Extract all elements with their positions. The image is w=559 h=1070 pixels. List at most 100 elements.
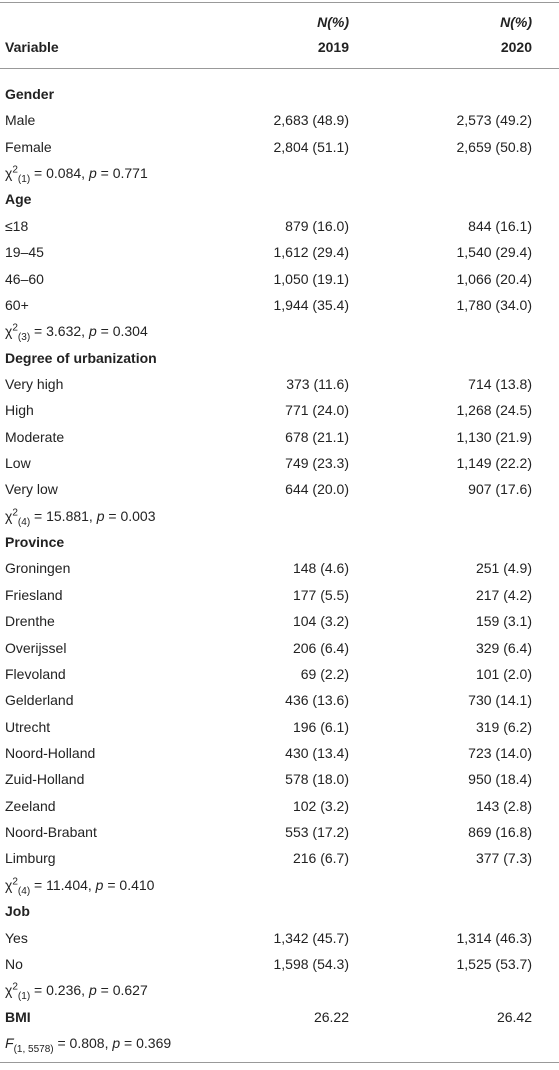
- stat-sub: (1): [17, 173, 31, 185]
- header-year: 2019: [317, 39, 349, 55]
- stat-symbol: χ: [5, 982, 13, 999]
- row-label: 60+: [5, 296, 29, 313]
- row-label: Friesland: [5, 586, 63, 603]
- stat-p-value: = 0.304: [96, 323, 148, 340]
- row-label: Male: [5, 112, 36, 129]
- row-label: ≤18: [5, 217, 29, 234]
- row-label: Noord-Brabant: [5, 824, 97, 841]
- cell-value: 101 (2.0): [475, 665, 532, 682]
- cell-value: 251 (4.9): [475, 560, 532, 577]
- row-label: Gelderland: [5, 692, 74, 709]
- header-year: 2020: [500, 39, 532, 55]
- cell-value: 678 (21.1): [285, 428, 349, 445]
- cell-value: 553 (17.2): [285, 824, 349, 841]
- stat-test: χ2(4) = 15.881, p = 0.003: [5, 507, 156, 528]
- stat-sub: (4): [17, 516, 31, 528]
- stat-value: = 15.881,: [30, 507, 97, 524]
- bottom-rule: [0, 1062, 559, 1063]
- row-label: Overijssel: [5, 639, 67, 656]
- header-rule: [0, 68, 559, 69]
- row-label: Drenthe: [5, 613, 55, 630]
- cell-value: 1,540 (29.4): [456, 244, 533, 261]
- cell-value: 377 (7.3): [475, 850, 532, 867]
- cell-value: 102 (3.2): [292, 797, 349, 814]
- cell-value: 69 (2.2): [300, 665, 349, 682]
- cell-value: 749 (23.3): [285, 455, 349, 472]
- cell-value: 177 (5.5): [292, 586, 349, 603]
- cell-value: 1,780 (34.0): [456, 296, 533, 313]
- cell-value: 1,268 (24.5): [456, 402, 533, 419]
- stat-symbol: χ: [5, 323, 13, 340]
- stat-value: = 0.808,: [53, 1034, 113, 1051]
- cell-value: 844 (16.1): [468, 217, 532, 234]
- cell-value: 907 (17.6): [468, 481, 532, 498]
- section-heading: Age: [5, 191, 32, 208]
- stat-value: = 3.632,: [30, 323, 89, 340]
- cell-value: 26.22: [313, 1008, 349, 1025]
- section-heading: BMI: [5, 1008, 31, 1025]
- stat-p: p: [112, 1034, 121, 1051]
- row-label: Low: [5, 455, 31, 472]
- row-label: Female: [5, 138, 52, 155]
- cell-value: 143 (2.8): [475, 797, 532, 814]
- row-label: Yes: [5, 929, 28, 946]
- stat-p-value: = 0.771: [96, 165, 148, 182]
- stat-value: = 0.084,: [30, 165, 89, 182]
- cell-value: 2,573 (49.2): [456, 112, 533, 129]
- stat-sub: (1): [17, 991, 31, 1003]
- stat-symbol: F: [5, 1034, 14, 1051]
- row-label: Groningen: [5, 560, 71, 577]
- stat-p-value: = 0.003: [104, 507, 156, 524]
- cell-value: 1,314 (46.3): [456, 929, 533, 946]
- stat-p: p: [88, 165, 97, 182]
- stat-test: χ2(1) = 0.084, p = 0.771: [5, 164, 148, 185]
- cell-value: 216 (6.7): [292, 850, 349, 867]
- cell-value: 1,944 (35.4): [273, 296, 350, 313]
- stat-sup: 2: [12, 322, 18, 334]
- cell-value: 319 (6.2): [475, 718, 532, 735]
- cell-value: 1,525 (53.7): [456, 955, 533, 972]
- cell-value: 1,612 (29.4): [273, 244, 350, 261]
- top-rule: [0, 2, 559, 3]
- stat-p: p: [95, 876, 104, 893]
- stat-test: χ2(4) = 11.404, p = 0.410: [5, 876, 154, 897]
- cell-value: 730 (14.1): [468, 692, 532, 709]
- row-label: Moderate: [5, 428, 65, 445]
- cell-value: 217 (4.2): [475, 586, 532, 603]
- cell-value: 723 (14.0): [468, 745, 532, 761]
- row-label: No: [5, 955, 23, 972]
- section-heading: Province: [5, 534, 65, 551]
- row-label: Noord-Holland: [5, 745, 96, 761]
- stat-test: χ2(3) = 3.632, p = 0.304: [5, 322, 148, 342]
- cell-value: 196 (6.1): [292, 718, 349, 735]
- cell-value: 2,683 (48.9): [273, 112, 350, 129]
- stat-p: p: [88, 323, 97, 340]
- stat-sup: 2: [12, 876, 18, 888]
- cell-value: 2,659 (50.8): [456, 138, 533, 155]
- stat-p: p: [88, 982, 97, 999]
- stat-symbol: χ: [5, 876, 13, 893]
- stat-sub: (4): [17, 885, 31, 897]
- stat-test: F(1, 5578) = 0.808, p = 0.369: [5, 1034, 171, 1054]
- row-label: Zuid-Holland: [5, 771, 85, 788]
- row-label: Very high: [5, 375, 64, 392]
- row-label: Utrecht: [5, 718, 51, 735]
- cell-value: 329 (6.4): [475, 639, 532, 656]
- row-label: Zeeland: [5, 797, 56, 814]
- cell-value: 436 (13.6): [285, 692, 349, 709]
- cell-value: 1,130 (21.9): [456, 428, 533, 445]
- cell-value: 1,050 (19.1): [273, 270, 350, 287]
- cell-value: 26.42: [496, 1008, 532, 1025]
- cell-value: 104 (3.2): [292, 613, 349, 630]
- section-heading: Gender: [5, 86, 55, 102]
- header-variable: Variable: [5, 39, 59, 55]
- cell-value: 879 (16.0): [285, 217, 349, 234]
- cell-value: 771 (24.0): [285, 402, 349, 419]
- cell-value: 1,149 (22.2): [456, 455, 533, 472]
- cell-value: 1,066 (20.4): [456, 270, 533, 287]
- stat-value: = 11.404,: [30, 876, 96, 893]
- cell-value: 2,804 (51.1): [273, 138, 350, 155]
- cell-value: 578 (18.0): [285, 771, 349, 788]
- cell-value: 1,598 (54.3): [273, 955, 350, 972]
- cell-value: 430 (13.4): [285, 745, 349, 761]
